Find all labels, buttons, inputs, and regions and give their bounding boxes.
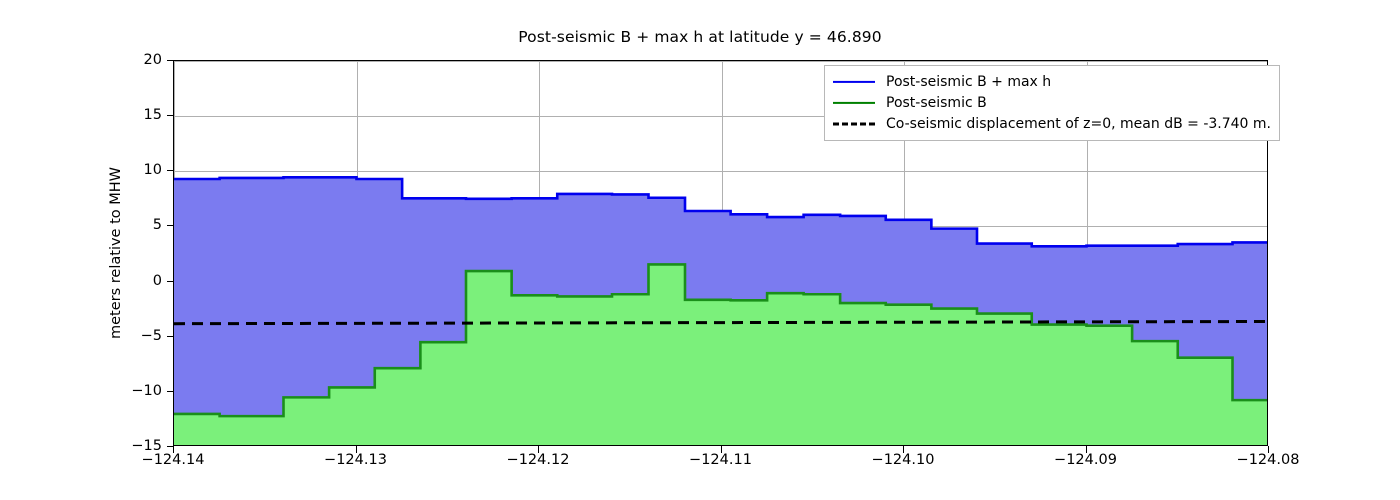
y-tick-label: −5 (140, 327, 162, 344)
grid-line-horizontal (174, 171, 1267, 173)
y-tick-label: 20 (143, 52, 162, 68)
x-tick-mark (720, 446, 722, 453)
x-tick-mark (1268, 446, 1269, 453)
x-tick-label: −124.09 (1054, 452, 1117, 468)
x-tick-label: −124.11 (689, 452, 752, 468)
x-tick-label: −124.13 (324, 452, 387, 468)
y-tick-mark (167, 60, 174, 61)
y-tick-mark (167, 335, 174, 337)
legend-item[interactable]: Co-seismic displacement of z=0, mean dB … (833, 113, 1271, 134)
y-tick-mark (167, 280, 174, 282)
y-tick-mark (167, 225, 174, 227)
y-tick-label: −15 (131, 438, 162, 454)
x-tick-label: −124.10 (871, 452, 935, 468)
y-tick-label: 0 (152, 272, 162, 289)
x-tick-mark (903, 446, 904, 453)
green-step-line (174, 263, 1267, 418)
green-area-fill (174, 264, 1267, 445)
legend: Post-seismic B + max h Post-seismic B Co… (824, 65, 1280, 141)
legend-item[interactable]: Post-seismic B + max h (833, 71, 1271, 92)
y-tick-mark (167, 390, 174, 392)
grid-line-horizontal (174, 61, 1267, 62)
legend-label: Co-seismic displacement of z=0, mean dB … (886, 115, 1271, 132)
x-tick-mark (538, 446, 539, 453)
coseismic-dashed-line (174, 319, 1267, 326)
y-tick-mark (167, 115, 174, 117)
legend-swatch-blue-line-icon (833, 75, 875, 89)
y-tick-label: −10 (131, 382, 162, 399)
y-tick-mark (167, 446, 174, 447)
y-tick-label: 15 (143, 107, 162, 124)
chart-title: Post-seismic B + max h at latitude y = 4… (518, 28, 882, 46)
legend-label: Post-seismic B + max h (886, 73, 1052, 90)
grid-line-horizontal (174, 116, 1267, 118)
x-tick-mark (355, 446, 357, 453)
x-tick-mark (1085, 446, 1087, 453)
x-tick-label: −124.08 (1236, 452, 1300, 468)
y-tick-label: 10 (143, 162, 162, 179)
blue-step-line (174, 176, 1267, 248)
y-axis-label: meters relative to MHW (108, 167, 124, 339)
legend-swatch-dashed-line-icon (833, 117, 875, 131)
plot-series-layer (174, 176, 1267, 445)
legend-swatch-green-line-icon (833, 96, 875, 110)
x-tick-label: −124.14 (141, 452, 205, 468)
legend-item[interactable]: Post-seismic B (833, 92, 1271, 113)
x-tick-label: −124.12 (506, 452, 570, 468)
y-tick-mark (167, 170, 174, 172)
x-tick-mark (173, 446, 174, 453)
y-tick-label: 5 (152, 217, 162, 234)
legend-label: Post-seismic B (886, 94, 987, 111)
